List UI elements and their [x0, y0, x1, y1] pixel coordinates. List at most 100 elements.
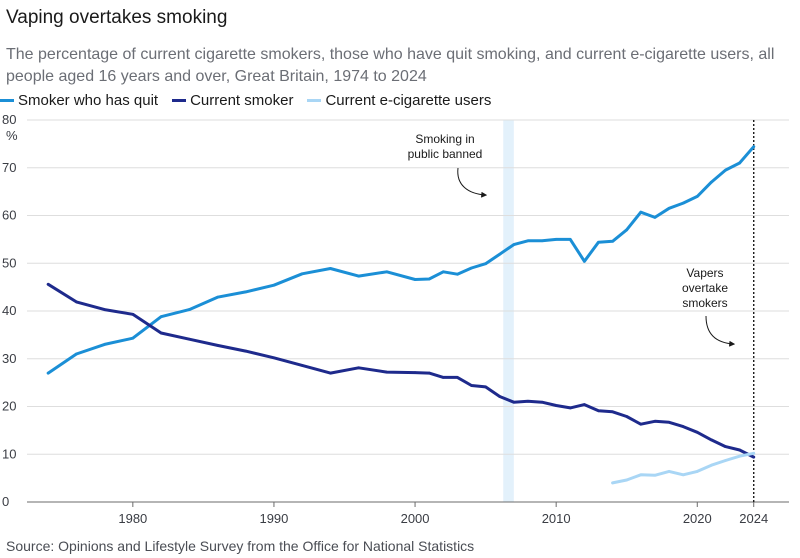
- data-point-quit-2024: [752, 145, 756, 149]
- annotation-ban-arrow: [457, 167, 488, 198]
- y-tick-label-70: 70: [2, 160, 16, 175]
- data-point-ecig-2019: [681, 473, 685, 477]
- data-point-ecig-2020: [695, 470, 699, 473]
- data-point-quit-2011: [568, 238, 572, 241]
- data-point-smoker-2009: [540, 400, 544, 404]
- data-point-quit-2020: [695, 195, 699, 198]
- data-point-smoker-2007: [512, 400, 516, 404]
- data-point-quit-1976: [75, 352, 78, 356]
- data-point-smoker-2012: [583, 403, 586, 406]
- data-point-ecig-2015: [625, 478, 629, 482]
- series-line-quit: [46, 145, 756, 375]
- data-point-smoker-2010: [554, 404, 558, 407]
- chart-subtitle: The percentage of current cigarette smok…: [6, 46, 775, 85]
- data-point-smoker-2001: [427, 371, 431, 375]
- data-point-quit-2015: [625, 228, 629, 232]
- legend-label-ecig: Current e-cigarette users: [325, 91, 492, 109]
- data-point-smoker-2013: [597, 409, 600, 413]
- data-point-smoker-2011: [568, 406, 572, 410]
- data-point-ecig-2017: [653, 473, 657, 477]
- y-tick-label-40: 40: [2, 303, 16, 318]
- data-point-quit-1990: [272, 283, 276, 287]
- data-point-smoker-2005: [484, 385, 487, 389]
- data-point-smoker-1974: [46, 282, 50, 286]
- data-point-quit-1974: [46, 371, 50, 375]
- data-point-smoker-2016: [639, 422, 643, 426]
- data-point-quit-1996: [357, 274, 360, 278]
- data-point-ecig-2016: [639, 473, 643, 477]
- data-point-quit-2005: [484, 262, 487, 266]
- x-tick-label-2010: 2010: [542, 511, 571, 526]
- data-point-quit-1984: [187, 308, 191, 311]
- data-point-quit-2008: [526, 239, 530, 243]
- legend-swatch-ecig: [307, 98, 322, 102]
- data-point-quit-2014: [611, 239, 614, 243]
- data-point-quit-1980: [131, 336, 135, 340]
- data-point-smoker-1986: [216, 344, 219, 347]
- legend-item-smoker: Current smoker: [172, 92, 293, 109]
- y-tick-label-10: 10: [2, 446, 16, 461]
- chart-title: Vaping overtakes smoking: [6, 7, 228, 28]
- data-point-ecig-2024: [752, 451, 756, 455]
- data-point-quit-2019: [681, 201, 685, 205]
- data-point-smoker-2020: [695, 430, 699, 434]
- data-point-quit-1992: [300, 272, 304, 276]
- data-point-ecig-2023: [738, 454, 741, 458]
- x-tick-label-1990: 1990: [259, 511, 288, 526]
- data-point-smoker-1994: [329, 371, 332, 375]
- data-point-smoker-2004: [470, 384, 473, 387]
- data-point-ecig-2014: [611, 481, 614, 485]
- y-tick-label-50: 50: [2, 255, 16, 270]
- data-point-quit-2021: [710, 180, 713, 184]
- annotation-vapers-line-2: smokers: [682, 296, 727, 310]
- legend: Smoker who has quit Current smoker Curre…: [0, 91, 505, 109]
- x-tick-label-2024: 2024: [739, 511, 768, 526]
- data-point-smoker-2019: [681, 425, 685, 428]
- data-point-quit-1978: [103, 343, 106, 346]
- data-point-quit-2016: [639, 210, 643, 214]
- data-point-quit-2018: [667, 207, 671, 210]
- data-point-smoker-2018: [667, 420, 671, 424]
- data-point-quit-2003: [456, 272, 459, 276]
- data-point-smoker-2021: [710, 438, 713, 442]
- data-point-smoker-1988: [244, 349, 248, 353]
- data-point-quit-2009: [540, 239, 544, 243]
- y-tick-label-80: 80: [2, 112, 16, 127]
- data-point-quit-2004: [470, 266, 473, 270]
- data-point-smoker-2015: [625, 415, 629, 418]
- data-point-ecig-2021: [710, 463, 713, 467]
- data-point-smoker-2008: [526, 399, 530, 403]
- data-point-quit-2012: [583, 260, 586, 263]
- data-point-smoker-1990: [272, 356, 276, 360]
- legend-label-quit: Smoker who has quit: [18, 91, 159, 109]
- data-point-quit-1982: [159, 315, 163, 319]
- data-point-quit-2006: [498, 252, 502, 256]
- annotation-vapers-arrow: [705, 315, 736, 347]
- data-point-quit-2010: [554, 238, 558, 241]
- annotation-ban-line-0: Smoking in: [415, 132, 474, 146]
- data-point-smoker-2017: [653, 420, 657, 423]
- data-point-quit-1998: [385, 270, 389, 274]
- x-tick-label-1980: 1980: [118, 511, 147, 526]
- data-point-smoker-1976: [75, 300, 78, 304]
- x-tick-label-2000: 2000: [401, 511, 430, 526]
- y-tick-label-30: 30: [2, 351, 16, 366]
- data-point-quit-2022: [724, 168, 727, 172]
- data-point-smoker-2000: [413, 371, 417, 374]
- data-point-quit-2000: [413, 278, 417, 281]
- annotation-vapers-line-1: overtake: [682, 281, 728, 295]
- annotation-ban-line-1: public banned: [408, 147, 483, 161]
- annotation-vapers-line-0: Vapers: [686, 266, 723, 280]
- data-point-smoker-2002: [441, 376, 445, 379]
- y-axis-unit: %: [6, 128, 18, 143]
- data-point-smoker-2003: [456, 376, 459, 379]
- data-point-smoker-1996: [357, 366, 360, 370]
- data-point-quit-2001: [427, 277, 431, 281]
- data-point-quit-2017: [653, 216, 657, 219]
- data-point-smoker-1978: [103, 308, 106, 311]
- series-line-smoker: [46, 282, 756, 459]
- y-tick-label-0: 0: [2, 494, 9, 509]
- data-point-smoker-1982: [159, 331, 163, 335]
- legend-swatch-smoker: [172, 98, 187, 102]
